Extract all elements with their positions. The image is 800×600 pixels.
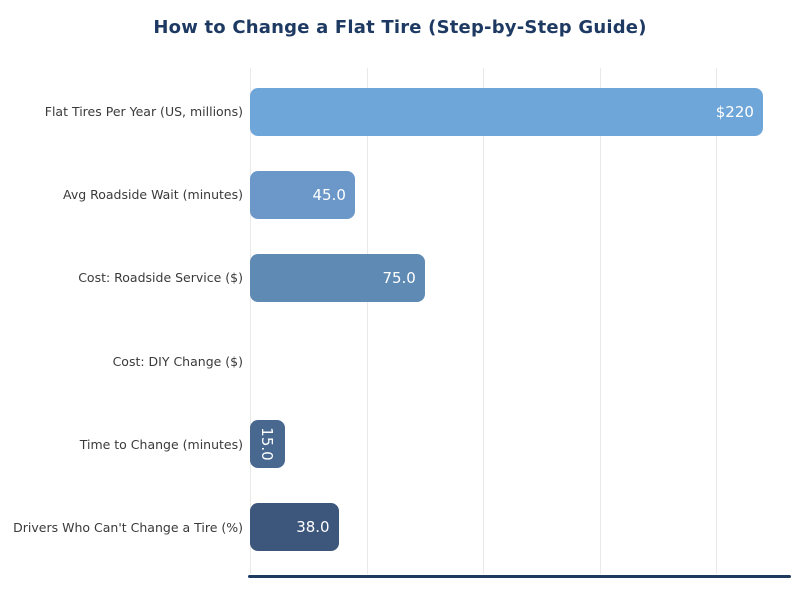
bar-row: [250, 320, 790, 403]
value-label: $220: [715, 102, 754, 121]
category-labels: Flat Tires Per Year (US, millions) Avg Ro…: [0, 70, 243, 569]
bar: 38.0: [250, 503, 339, 552]
bar: 75.0: [250, 253, 425, 302]
category-label: Cost: Roadside Service ($): [78, 270, 243, 286]
bar: 15.0: [250, 420, 285, 469]
bar: 45.0: [250, 170, 355, 219]
gridline: [599, 68, 601, 574]
gridlines: [250, 66, 790, 578]
bar-row: 45.0: [250, 153, 790, 236]
gridline: [716, 68, 718, 574]
bar-row: $220: [250, 70, 790, 153]
category-label: Time to Change (minutes): [79, 436, 243, 452]
bar-row: 38.0: [250, 486, 790, 569]
value-label: 15.0: [258, 427, 277, 461]
category-label: Avg Roadside Wait (minutes): [63, 187, 243, 203]
x-axis-line: [248, 575, 791, 578]
gridline: [483, 68, 485, 574]
bar-rows: $220 45.0 75.0 15.0 38.0: [250, 70, 790, 569]
category-label: Flat Tires Per Year (US, millions): [44, 104, 243, 120]
bar: $220: [250, 87, 763, 136]
chart-title: How to Change a Flat Tire (Step-by-Step …: [153, 17, 647, 38]
value-label: 38.0: [296, 518, 330, 537]
category-label: Drivers Who Can't Change a Tire (%): [13, 519, 243, 535]
category-label: Cost: DIY Change ($): [112, 353, 243, 369]
gridline: [366, 68, 368, 574]
bar-row: 75.0: [250, 236, 790, 319]
value-label: 75.0: [382, 268, 416, 287]
bar-row: 15.0: [250, 403, 790, 486]
value-label: 45.0: [312, 185, 346, 204]
plot-area: $220 45.0 75.0 15.0 38.0: [248, 66, 791, 578]
gridline: [250, 68, 251, 574]
